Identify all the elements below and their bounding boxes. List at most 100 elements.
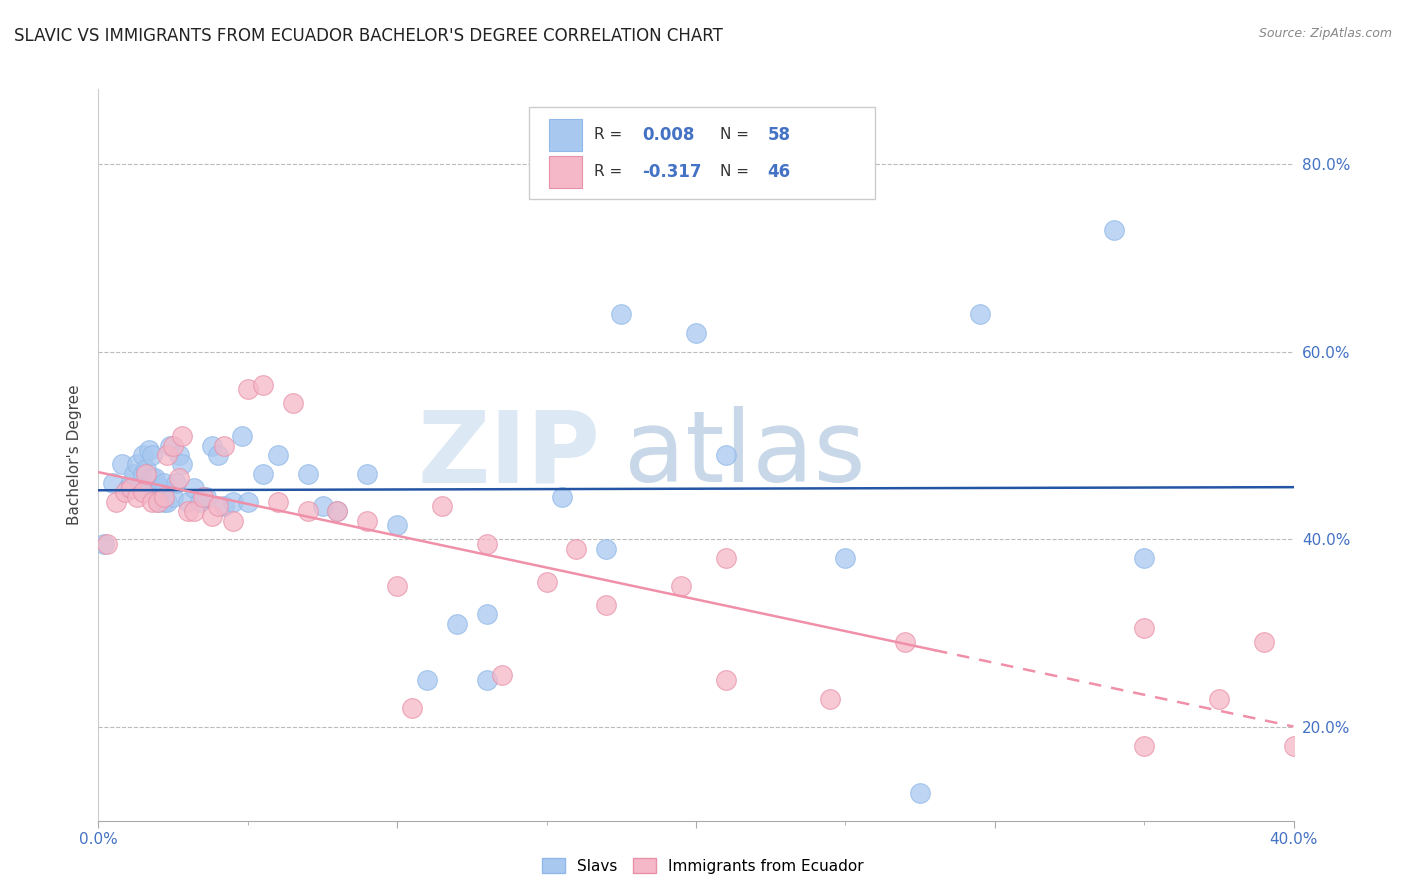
Point (111, 458, 134, 472)
Text: ZIP: ZIP (418, 407, 600, 503)
Point (326, 504, 349, 518)
Point (894, 635, 917, 649)
Point (820, 691, 842, 706)
Point (385, 579, 409, 593)
Point (114, 485, 136, 500)
Text: SLAVIC VS IMMIGRANTS FROM ECUADOR BACHELOR'S DEGREE CORRELATION CHART: SLAVIC VS IMMIGRANTS FROM ECUADOR BACHEL… (14, 27, 723, 45)
Point (595, 541, 617, 556)
Point (1133, 621, 1156, 635)
Point (297, 467, 319, 481)
Point (153, 490, 176, 504)
Point (132, 467, 155, 481)
Point (138, 443, 160, 458)
Point (188, 495, 211, 509)
Point (183, 504, 205, 518)
Text: atlas: atlas (624, 407, 866, 503)
Text: Source: ZipAtlas.com: Source: ZipAtlas.com (1258, 27, 1392, 40)
Point (177, 495, 200, 509)
Point (610, 307, 633, 321)
Point (231, 429, 253, 443)
Point (135, 462, 157, 476)
Point (162, 438, 184, 452)
Point (222, 495, 245, 509)
Point (177, 504, 200, 518)
Point (281, 396, 304, 410)
Point (491, 668, 513, 682)
Point (252, 467, 274, 481)
Point (565, 541, 588, 556)
Point (195, 490, 218, 504)
Point (326, 504, 349, 518)
Point (135, 467, 157, 481)
Point (267, 495, 290, 509)
Point (595, 598, 617, 612)
Point (172, 429, 194, 443)
Point (143, 471, 166, 485)
Point (150, 481, 173, 495)
Point (1253, 635, 1275, 649)
Point (212, 438, 235, 452)
Point (159, 438, 181, 452)
Point (475, 673, 498, 687)
Point (172, 458, 194, 472)
Point (141, 448, 163, 462)
Point (117, 481, 139, 495)
Point (714, 448, 737, 462)
Point (120, 481, 142, 495)
Point (401, 701, 423, 715)
Point (536, 574, 558, 589)
Point (267, 448, 290, 462)
Point (141, 495, 163, 509)
Point (1208, 691, 1230, 706)
Point (201, 438, 224, 452)
Point (416, 673, 439, 687)
Text: N =: N = (720, 164, 754, 179)
Point (446, 616, 468, 631)
Y-axis label: Bachelor's Degree: Bachelor's Degree (67, 384, 83, 525)
Point (1104, 223, 1126, 237)
Point (141, 471, 163, 485)
Point (156, 495, 179, 509)
Point (105, 495, 128, 509)
Point (132, 448, 155, 462)
Point (236, 382, 259, 396)
Text: 46: 46 (768, 162, 790, 181)
Point (132, 485, 155, 500)
Point (1282, 739, 1305, 753)
Point (714, 673, 737, 687)
Point (207, 448, 229, 462)
Point (148, 495, 170, 509)
Point (103, 476, 125, 491)
Point (1133, 551, 1156, 566)
Point (153, 495, 176, 509)
Text: 0.008: 0.008 (643, 126, 695, 144)
Point (129, 481, 152, 495)
Text: -0.317: -0.317 (643, 162, 702, 181)
Text: R =: R = (595, 164, 627, 179)
Point (207, 500, 229, 514)
FancyBboxPatch shape (529, 108, 876, 199)
Point (430, 500, 453, 514)
Point (297, 504, 319, 518)
Point (156, 448, 179, 462)
Point (550, 490, 572, 504)
Point (311, 500, 333, 514)
Text: N =: N = (720, 128, 754, 142)
Point (201, 508, 224, 523)
Point (167, 448, 190, 462)
Point (93, 537, 115, 551)
Point (1133, 739, 1156, 753)
Point (685, 326, 707, 340)
Point (162, 490, 184, 504)
Point (153, 476, 176, 491)
Point (834, 551, 856, 566)
Point (124, 467, 146, 481)
Point (969, 307, 991, 321)
Point (252, 377, 274, 392)
Point (127, 490, 149, 504)
Point (212, 500, 235, 514)
Point (183, 481, 205, 495)
Point (167, 471, 190, 485)
Point (385, 518, 409, 533)
Point (908, 785, 931, 799)
